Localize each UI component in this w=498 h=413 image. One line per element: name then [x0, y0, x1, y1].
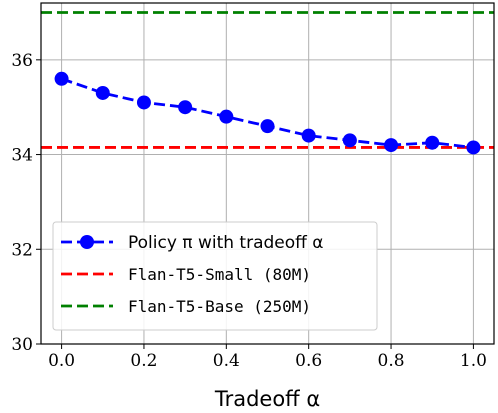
- legend-label-0: Policy π with tradeoff α: [128, 233, 323, 253]
- legend-box: [52, 221, 378, 331]
- x-tick-label: 0.4: [213, 351, 240, 371]
- data-point: [260, 119, 275, 134]
- data-point: [136, 95, 151, 110]
- ticks: 0.0 0.2 0.4 0.6 0.8 1.0 30 32 34 36: [11, 51, 487, 371]
- data-point: [342, 133, 357, 148]
- x-tick-label: 0.8: [378, 351, 405, 371]
- legend-label-2: Flan-T5-Base (250M): [128, 297, 311, 316]
- data-point: [301, 128, 316, 143]
- y-tick-label: 32: [11, 240, 33, 260]
- y-tick-label: 34: [11, 146, 33, 166]
- y-tick-label: 30: [11, 335, 33, 355]
- data-point: [54, 71, 69, 86]
- series-layer: [54, 71, 481, 155]
- data-point: [95, 85, 110, 100]
- data-point: [219, 109, 234, 124]
- data-point: [384, 138, 399, 153]
- x-tick-label: 1.0: [460, 351, 487, 371]
- reference-lines: [41, 11, 494, 149]
- plot-frame: [40, 2, 495, 345]
- x-tick-label: 0.6: [295, 351, 322, 371]
- legend-label-1: Flan-T5-Small (80M): [128, 265, 311, 284]
- x-tick-label: 0.2: [130, 351, 157, 371]
- y-tick-label: 36: [11, 51, 33, 71]
- x-tick-label: 0.0: [48, 351, 75, 371]
- series-line: [61, 77, 474, 149]
- legend: Policy π with tradeoff α Flan-T5-Small (8…: [52, 221, 378, 331]
- data-point: [178, 100, 193, 115]
- x-axis-label: Tradeoff α: [214, 387, 320, 411]
- data-point: [466, 140, 481, 155]
- data-point: [425, 135, 440, 150]
- legend-marker-0: [80, 235, 94, 249]
- legend-entries: Policy π with tradeoff α Flan-T5-Small (8…: [61, 233, 323, 316]
